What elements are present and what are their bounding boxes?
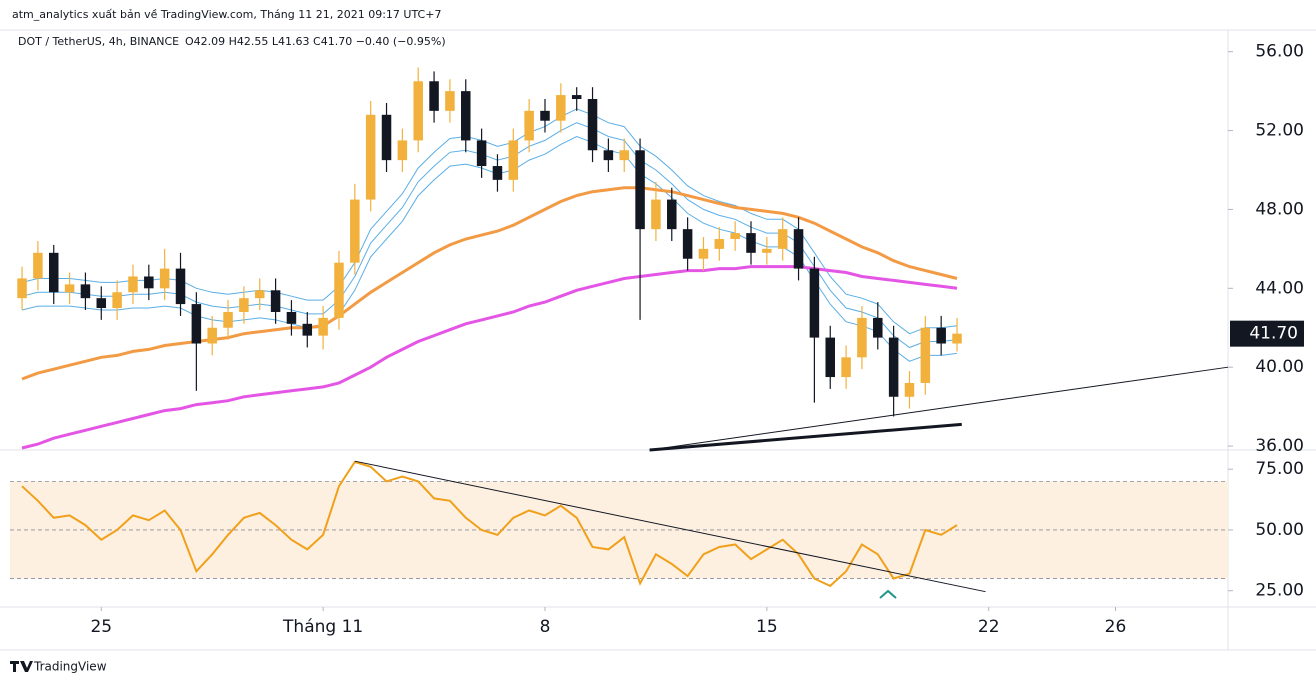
candle-body xyxy=(207,327,217,344)
symbol-info: DOT / TetherUS, 4h, BINANCE xyxy=(18,35,179,48)
last-price-label: 41.70 xyxy=(1249,324,1298,344)
tv-logo xyxy=(10,661,33,672)
candle-body xyxy=(651,199,661,230)
candle-body xyxy=(223,311,233,328)
candle-body xyxy=(397,140,408,161)
candle-body xyxy=(603,150,614,161)
candle-body xyxy=(33,252,43,279)
candle-body xyxy=(698,248,709,259)
moving-average xyxy=(21,186,958,381)
candle-body xyxy=(128,276,138,293)
candle-body xyxy=(936,327,946,344)
candle-body xyxy=(413,81,423,141)
y-tick-label: 36.00 xyxy=(1255,436,1304,456)
candle-body xyxy=(48,252,59,293)
y-tick-label: 40.00 xyxy=(1255,357,1304,377)
candle-body xyxy=(144,276,154,289)
publish-info: atm_analytics xuất bản về TradingView.co… xyxy=(12,8,441,21)
candle-body xyxy=(80,284,91,299)
candle-body xyxy=(571,95,582,100)
candle-body xyxy=(239,298,249,312)
candle-body xyxy=(350,199,360,263)
x-tick-label: 15 xyxy=(756,617,778,637)
candle-body xyxy=(556,95,566,121)
candle-body xyxy=(476,140,487,167)
candle-body xyxy=(96,298,107,309)
candle-body xyxy=(682,229,693,259)
candle-body xyxy=(461,91,471,141)
candle-body xyxy=(508,140,519,180)
candle-body xyxy=(777,229,788,249)
y-tick-label: 75.00 xyxy=(1255,459,1304,479)
rsi-line xyxy=(21,460,958,588)
y-tick-label: 52.00 xyxy=(1255,121,1304,141)
candle-body xyxy=(730,233,740,240)
candle-body xyxy=(619,150,629,161)
candle-body xyxy=(64,284,75,293)
y-tick-label: 56.00 xyxy=(1255,42,1304,62)
candle-body xyxy=(254,290,265,299)
candle-body xyxy=(809,268,820,338)
candle-body xyxy=(746,233,756,253)
ohlc-info: O42.09 H42.55 L41.63 C41.70 −0.40 (−0.95… xyxy=(185,35,446,48)
candle-body xyxy=(17,278,27,299)
y-tick-label: 50.00 xyxy=(1255,520,1304,540)
candle-body xyxy=(540,110,550,121)
candle-body xyxy=(524,110,534,141)
x-tick-label: Tháng 11 xyxy=(282,617,363,637)
candle-body xyxy=(793,229,804,269)
candle-body xyxy=(825,337,835,378)
x-tick-label: 22 xyxy=(978,617,1000,637)
candle-body xyxy=(429,81,439,111)
y-tick-label: 48.00 xyxy=(1255,199,1304,219)
trend-line xyxy=(354,460,986,593)
candle-body xyxy=(492,166,503,180)
candle-body xyxy=(286,311,297,324)
candle-body xyxy=(920,327,931,383)
candle-body xyxy=(334,262,344,318)
candle-body xyxy=(365,114,376,200)
candle-body xyxy=(762,248,772,253)
candle-body xyxy=(302,323,313,336)
candle-body xyxy=(841,357,851,378)
candle-body xyxy=(857,317,867,358)
candle-body xyxy=(714,239,725,249)
candle-body xyxy=(112,292,122,309)
x-tick-label: 25 xyxy=(90,617,112,637)
trend-line xyxy=(649,422,962,452)
candle-body xyxy=(381,114,392,161)
footer-brand: TradingView xyxy=(33,660,107,674)
candle-body xyxy=(270,290,281,312)
candle-body xyxy=(667,199,677,230)
candle-body xyxy=(159,268,170,289)
candle-body xyxy=(952,333,962,344)
candle-body xyxy=(445,91,455,111)
y-tick-label: 44.00 xyxy=(1255,278,1304,298)
candle-body xyxy=(318,317,328,336)
x-tick-label: 8 xyxy=(540,617,551,637)
x-tick-label: 26 xyxy=(1105,617,1127,637)
last-price-box xyxy=(1230,320,1304,347)
y-tick-label: 25.00 xyxy=(1255,581,1304,601)
candle-body xyxy=(888,337,899,397)
candle-body xyxy=(587,99,598,151)
candle-body xyxy=(904,382,915,397)
trend-line xyxy=(649,366,1229,451)
candle-body xyxy=(191,304,202,344)
candle-body xyxy=(175,268,186,305)
candle-body xyxy=(873,317,883,338)
signal-icon xyxy=(879,589,897,599)
candle-body xyxy=(635,150,645,230)
